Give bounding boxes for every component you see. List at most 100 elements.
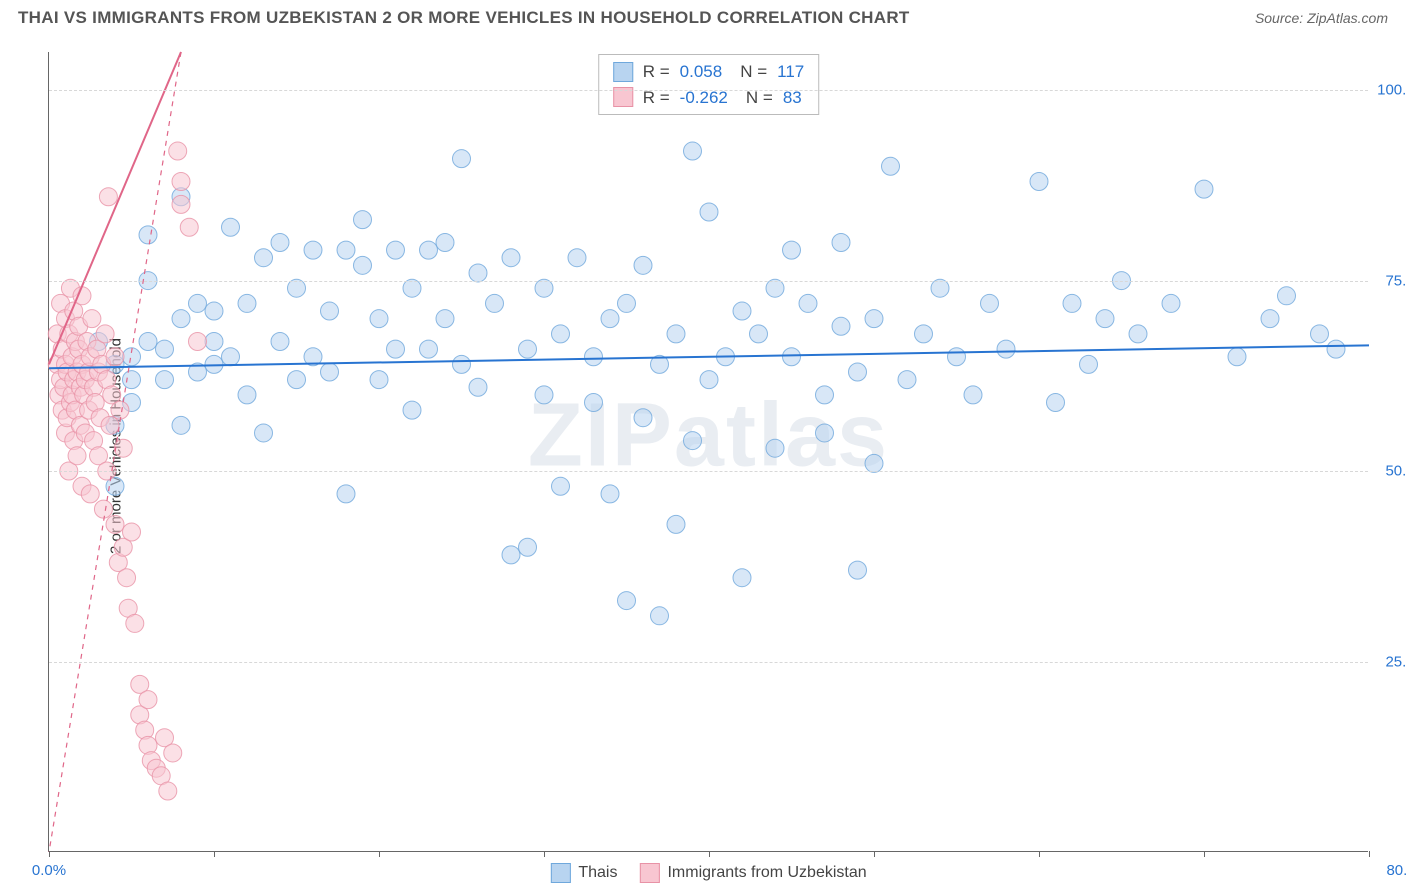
marker-thais xyxy=(535,279,553,297)
marker-thais xyxy=(865,454,883,472)
marker-thais xyxy=(387,241,405,259)
marker-thais xyxy=(321,302,339,320)
marker-thais xyxy=(832,317,850,335)
marker-thais xyxy=(205,333,223,351)
stats-row-2: R = -0.262 N = 83 xyxy=(613,85,805,111)
marker-uzbekistan xyxy=(96,325,114,343)
marker-uzbekistan xyxy=(180,218,198,236)
marker-thais xyxy=(156,371,174,389)
marker-thais xyxy=(304,241,322,259)
marker-uzbekistan xyxy=(169,142,187,160)
marker-thais xyxy=(222,218,240,236)
r-label: R = xyxy=(643,59,670,85)
xtick xyxy=(1204,851,1205,857)
marker-thais xyxy=(271,333,289,351)
marker-uzbekistan xyxy=(106,348,124,366)
scatter-svg xyxy=(49,52,1369,852)
marker-thais xyxy=(981,294,999,312)
marker-thais xyxy=(898,371,916,389)
legend-swatch-2 xyxy=(639,863,659,883)
marker-thais xyxy=(1030,173,1048,191)
marker-thais xyxy=(915,325,933,343)
marker-thais xyxy=(321,363,339,381)
marker-thais xyxy=(1162,294,1180,312)
n-label: N = xyxy=(746,85,773,111)
marker-thais xyxy=(172,416,190,434)
marker-uzbekistan xyxy=(114,439,132,457)
marker-thais xyxy=(552,477,570,495)
marker-thais xyxy=(667,325,685,343)
n-label: N = xyxy=(740,59,767,85)
gridline xyxy=(49,281,1368,282)
marker-thais xyxy=(1261,310,1279,328)
series-legend: Thais Immigrants from Uzbekistan xyxy=(550,863,866,883)
marker-thais xyxy=(1278,287,1296,305)
marker-thais xyxy=(486,294,504,312)
xtick xyxy=(544,851,545,857)
ytick-label: 75.0% xyxy=(1373,272,1406,289)
marker-thais xyxy=(948,348,966,366)
marker-thais xyxy=(238,294,256,312)
marker-thais xyxy=(700,203,718,221)
marker-thais xyxy=(700,371,718,389)
n-value-2: 83 xyxy=(783,85,802,111)
xtick xyxy=(1369,851,1370,857)
marker-thais xyxy=(156,340,174,358)
marker-thais xyxy=(1228,348,1246,366)
marker-thais xyxy=(601,485,619,503)
trendline-uzbekistan-solid xyxy=(49,52,181,364)
marker-thais xyxy=(436,233,454,251)
marker-thais xyxy=(403,279,421,297)
xtick-label-right: 80.0% xyxy=(1386,862,1406,879)
marker-thais xyxy=(502,546,520,564)
marker-thais xyxy=(832,233,850,251)
xtick xyxy=(709,851,710,857)
marker-thais xyxy=(469,378,487,396)
marker-thais xyxy=(139,333,157,351)
marker-thais xyxy=(535,386,553,404)
marker-thais xyxy=(865,310,883,328)
marker-thais xyxy=(354,211,372,229)
marker-thais xyxy=(997,340,1015,358)
swatch-series1 xyxy=(613,62,633,82)
marker-uzbekistan xyxy=(172,173,190,191)
marker-uzbekistan xyxy=(189,333,207,351)
marker-thais xyxy=(618,592,636,610)
stats-legend: R = 0.058 N = 117 R = -0.262 N = 83 xyxy=(598,54,820,115)
ytick-label: 100.0% xyxy=(1373,82,1406,99)
marker-thais xyxy=(964,386,982,404)
marker-thais xyxy=(1311,325,1329,343)
legend-item-2: Immigrants from Uzbekistan xyxy=(639,863,866,883)
marker-thais xyxy=(667,515,685,533)
marker-thais xyxy=(370,310,388,328)
marker-uzbekistan xyxy=(81,485,99,503)
marker-thais xyxy=(255,249,273,267)
marker-thais xyxy=(139,226,157,244)
marker-uzbekistan xyxy=(94,500,112,518)
marker-thais xyxy=(568,249,586,267)
marker-thais xyxy=(519,538,537,556)
marker-thais xyxy=(684,432,702,450)
marker-thais xyxy=(420,241,438,259)
marker-thais xyxy=(733,302,751,320)
marker-thais xyxy=(453,355,471,373)
marker-thais xyxy=(370,371,388,389)
marker-thais xyxy=(618,294,636,312)
marker-thais xyxy=(931,279,949,297)
ytick-label: 25.0% xyxy=(1373,653,1406,670)
marker-thais xyxy=(255,424,273,442)
marker-thais xyxy=(403,401,421,419)
marker-uzbekistan xyxy=(139,691,157,709)
marker-thais xyxy=(337,485,355,503)
marker-thais xyxy=(1195,180,1213,198)
marker-thais xyxy=(783,241,801,259)
xtick xyxy=(1039,851,1040,857)
marker-thais xyxy=(1080,355,1098,373)
marker-uzbekistan xyxy=(68,447,86,465)
stats-row-1: R = 0.058 N = 117 xyxy=(613,59,805,85)
marker-thais xyxy=(1047,393,1065,411)
xtick xyxy=(49,851,50,857)
marker-uzbekistan xyxy=(101,416,119,434)
marker-thais xyxy=(420,340,438,358)
xtick xyxy=(874,851,875,857)
